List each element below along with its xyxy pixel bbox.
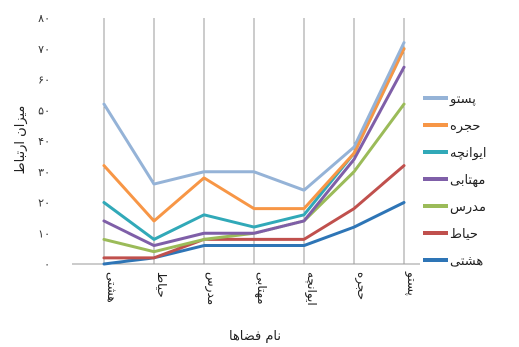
- x-tick-label: حجره: [354, 272, 369, 300]
- x-tick-label: حیاط: [155, 272, 169, 298]
- x-tick-label: هشتی: [105, 272, 119, 303]
- y-tick-label: ۵۰: [38, 104, 50, 117]
- series-lines: [102, 41, 406, 266]
- legend: پستو حجره ایوانچه مهتابی مدرس حیاط هشتی: [423, 92, 487, 269]
- series-line: [102, 164, 406, 260]
- y-axis-title: میزان ارتباط: [13, 106, 28, 175]
- x-tick-label: مدرس: [204, 272, 219, 305]
- x-tick-label: پستو: [404, 271, 419, 296]
- grid: [72, 18, 420, 265]
- legend-label: هشتی: [450, 254, 483, 269]
- legend-label: پستو: [449, 92, 476, 107]
- series-line: [102, 41, 406, 192]
- y-axis-ticks: ۰ ۱۰ ۲۰ ۳۰ ۴۰ ۵۰ ۶۰ ۷۰ ۸۰: [38, 12, 50, 271]
- y-tick-label: ۰: [44, 258, 50, 271]
- series-line: [102, 47, 406, 223]
- y-tick-label: ۷۰: [38, 43, 50, 56]
- x-axis-title: نام فضاها: [229, 329, 281, 344]
- y-tick-label: ۲۰: [38, 197, 50, 210]
- x-tick-label: مهتابی: [255, 272, 269, 305]
- y-tick-label: ۶۰: [38, 74, 50, 87]
- legend-label: ایوانچه: [450, 146, 487, 161]
- x-axis-ticks: هشتی حیاط مدرس مهتابی ایوانچه حجره پستو: [105, 271, 419, 306]
- y-tick-label: ۸۰: [38, 12, 50, 25]
- legend-label: مدرس: [450, 200, 486, 215]
- y-tick-label: ۱۰: [38, 227, 50, 240]
- y-tick-label: ۳۰: [38, 166, 50, 179]
- x-tick-label: ایوانچه: [304, 272, 319, 306]
- legend-label: حجره: [450, 119, 480, 134]
- series-line: [102, 65, 406, 248]
- legend-label: حیاط: [450, 227, 478, 242]
- legend-label: مهتابی: [450, 173, 485, 188]
- y-tick-label: ۴۰: [38, 135, 50, 148]
